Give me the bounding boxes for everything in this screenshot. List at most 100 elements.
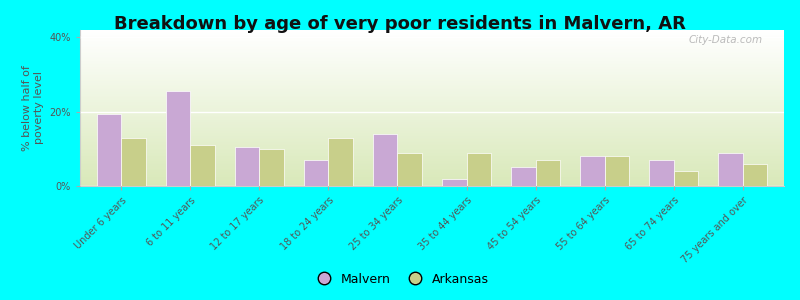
- Bar: [80, 113, 784, 114]
- Bar: [304, 160, 329, 186]
- Bar: [80, 88, 784, 89]
- Bar: [80, 122, 784, 124]
- Bar: [80, 155, 784, 156]
- Bar: [80, 144, 784, 146]
- Bar: [80, 117, 784, 119]
- Bar: [80, 121, 784, 122]
- Bar: [80, 44, 784, 46]
- Bar: [80, 133, 784, 134]
- Bar: [80, 184, 784, 186]
- Bar: [80, 97, 784, 99]
- Bar: [442, 178, 466, 186]
- Bar: [535, 160, 560, 186]
- Text: Breakdown by age of very poor residents in Malvern, AR: Breakdown by age of very poor residents …: [114, 15, 686, 33]
- Bar: [80, 32, 784, 33]
- Bar: [80, 161, 784, 163]
- Bar: [80, 180, 784, 181]
- Bar: [80, 173, 784, 175]
- Bar: [80, 68, 784, 69]
- Bar: [80, 85, 784, 86]
- Bar: [235, 147, 259, 186]
- Bar: [80, 46, 784, 47]
- Bar: [80, 119, 784, 121]
- Bar: [80, 108, 784, 110]
- Bar: [80, 163, 784, 164]
- Y-axis label: % below half of
poverty level: % below half of poverty level: [22, 65, 44, 151]
- Bar: [80, 92, 784, 94]
- Bar: [166, 91, 190, 186]
- Bar: [80, 160, 784, 161]
- Bar: [80, 124, 784, 125]
- Text: City-Data.com: City-Data.com: [689, 35, 763, 45]
- Bar: [80, 150, 784, 152]
- Bar: [80, 181, 784, 183]
- Bar: [466, 153, 490, 186]
- Bar: [80, 38, 784, 39]
- Bar: [650, 160, 674, 186]
- Bar: [80, 91, 784, 92]
- Bar: [80, 55, 784, 56]
- Bar: [80, 41, 784, 43]
- Bar: [80, 116, 784, 117]
- Bar: [80, 47, 784, 49]
- Bar: [80, 43, 784, 44]
- Bar: [80, 148, 784, 150]
- Bar: [80, 35, 784, 36]
- Bar: [80, 138, 784, 139]
- Bar: [80, 130, 784, 131]
- Bar: [259, 149, 284, 186]
- Bar: [80, 147, 784, 148]
- Bar: [398, 153, 422, 186]
- Bar: [329, 138, 353, 186]
- Bar: [80, 102, 784, 103]
- Bar: [80, 60, 784, 61]
- Bar: [80, 30, 784, 31]
- Bar: [80, 141, 784, 142]
- Bar: [122, 138, 146, 186]
- Bar: [80, 72, 784, 74]
- Bar: [80, 175, 784, 177]
- Bar: [742, 164, 766, 186]
- Bar: [80, 111, 784, 113]
- Bar: [80, 170, 784, 172]
- Bar: [80, 153, 784, 155]
- Bar: [80, 66, 784, 68]
- Bar: [80, 52, 784, 53]
- Bar: [80, 95, 784, 97]
- Bar: [80, 100, 784, 102]
- Bar: [674, 171, 698, 186]
- Bar: [80, 136, 784, 138]
- Bar: [80, 36, 784, 38]
- Bar: [80, 94, 784, 95]
- Bar: [511, 167, 535, 186]
- Bar: [80, 167, 784, 169]
- Bar: [80, 50, 784, 52]
- Bar: [374, 134, 398, 186]
- Bar: [80, 75, 784, 77]
- Bar: [80, 164, 784, 166]
- Bar: [80, 89, 784, 91]
- Bar: [80, 142, 784, 144]
- Bar: [80, 105, 784, 106]
- Bar: [80, 69, 784, 70]
- Bar: [80, 33, 784, 35]
- Bar: [80, 74, 784, 75]
- Bar: [80, 99, 784, 100]
- Bar: [80, 63, 784, 64]
- Bar: [80, 169, 784, 170]
- Bar: [80, 83, 784, 85]
- Bar: [80, 114, 784, 116]
- Bar: [580, 156, 605, 186]
- Bar: [80, 183, 784, 184]
- Bar: [80, 156, 784, 158]
- Bar: [80, 172, 784, 173]
- Bar: [80, 139, 784, 141]
- Bar: [80, 70, 784, 72]
- Bar: [80, 166, 784, 167]
- Bar: [80, 152, 784, 153]
- Bar: [80, 56, 784, 58]
- Bar: [80, 78, 784, 80]
- Bar: [80, 58, 784, 60]
- Bar: [718, 153, 742, 186]
- Bar: [80, 53, 784, 55]
